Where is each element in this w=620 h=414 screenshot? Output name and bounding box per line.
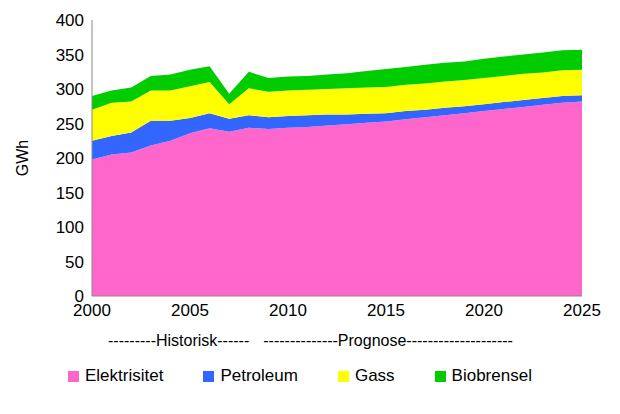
svg-text:2005: 2005 <box>171 301 209 320</box>
html-text:Petroleum: Petroleum <box>220 366 298 385</box>
svg-text:GWh: GWh <box>14 140 31 176</box>
svg-text:250: 250 <box>56 115 84 134</box>
svg-text:2010: 2010 <box>269 301 307 320</box>
svg-text:400: 400 <box>56 11 84 30</box>
svg-text:100: 100 <box>56 218 84 237</box>
svg-text:2015: 2015 <box>367 301 405 320</box>
svg-text:300: 300 <box>56 80 84 99</box>
svg-text:200: 200 <box>56 149 84 168</box>
html-text:Gass: Gass <box>354 366 395 385</box>
html-text:---------Historisk------: ---------Historisk------ <box>108 332 250 349</box>
svg-text:2000: 2000 <box>73 301 111 321</box>
svg-text:350: 350 <box>56 46 84 65</box>
svg-text:0: 0 <box>75 287 84 306</box>
svg-text:2025: 2025 <box>563 301 601 320</box>
html-text:Elektrisitet: Elektrisitet <box>85 366 164 385</box>
svg-text:2020: 2020 <box>465 301 503 320</box>
svg-text:50: 50 <box>65 253 84 272</box>
html-text:Biobrensel: Biobrensel <box>451 366 532 385</box>
html-text:--------------Prognose--------: --------------Prognose------------------… <box>263 332 513 349</box>
svg-text:150: 150 <box>56 184 84 203</box>
